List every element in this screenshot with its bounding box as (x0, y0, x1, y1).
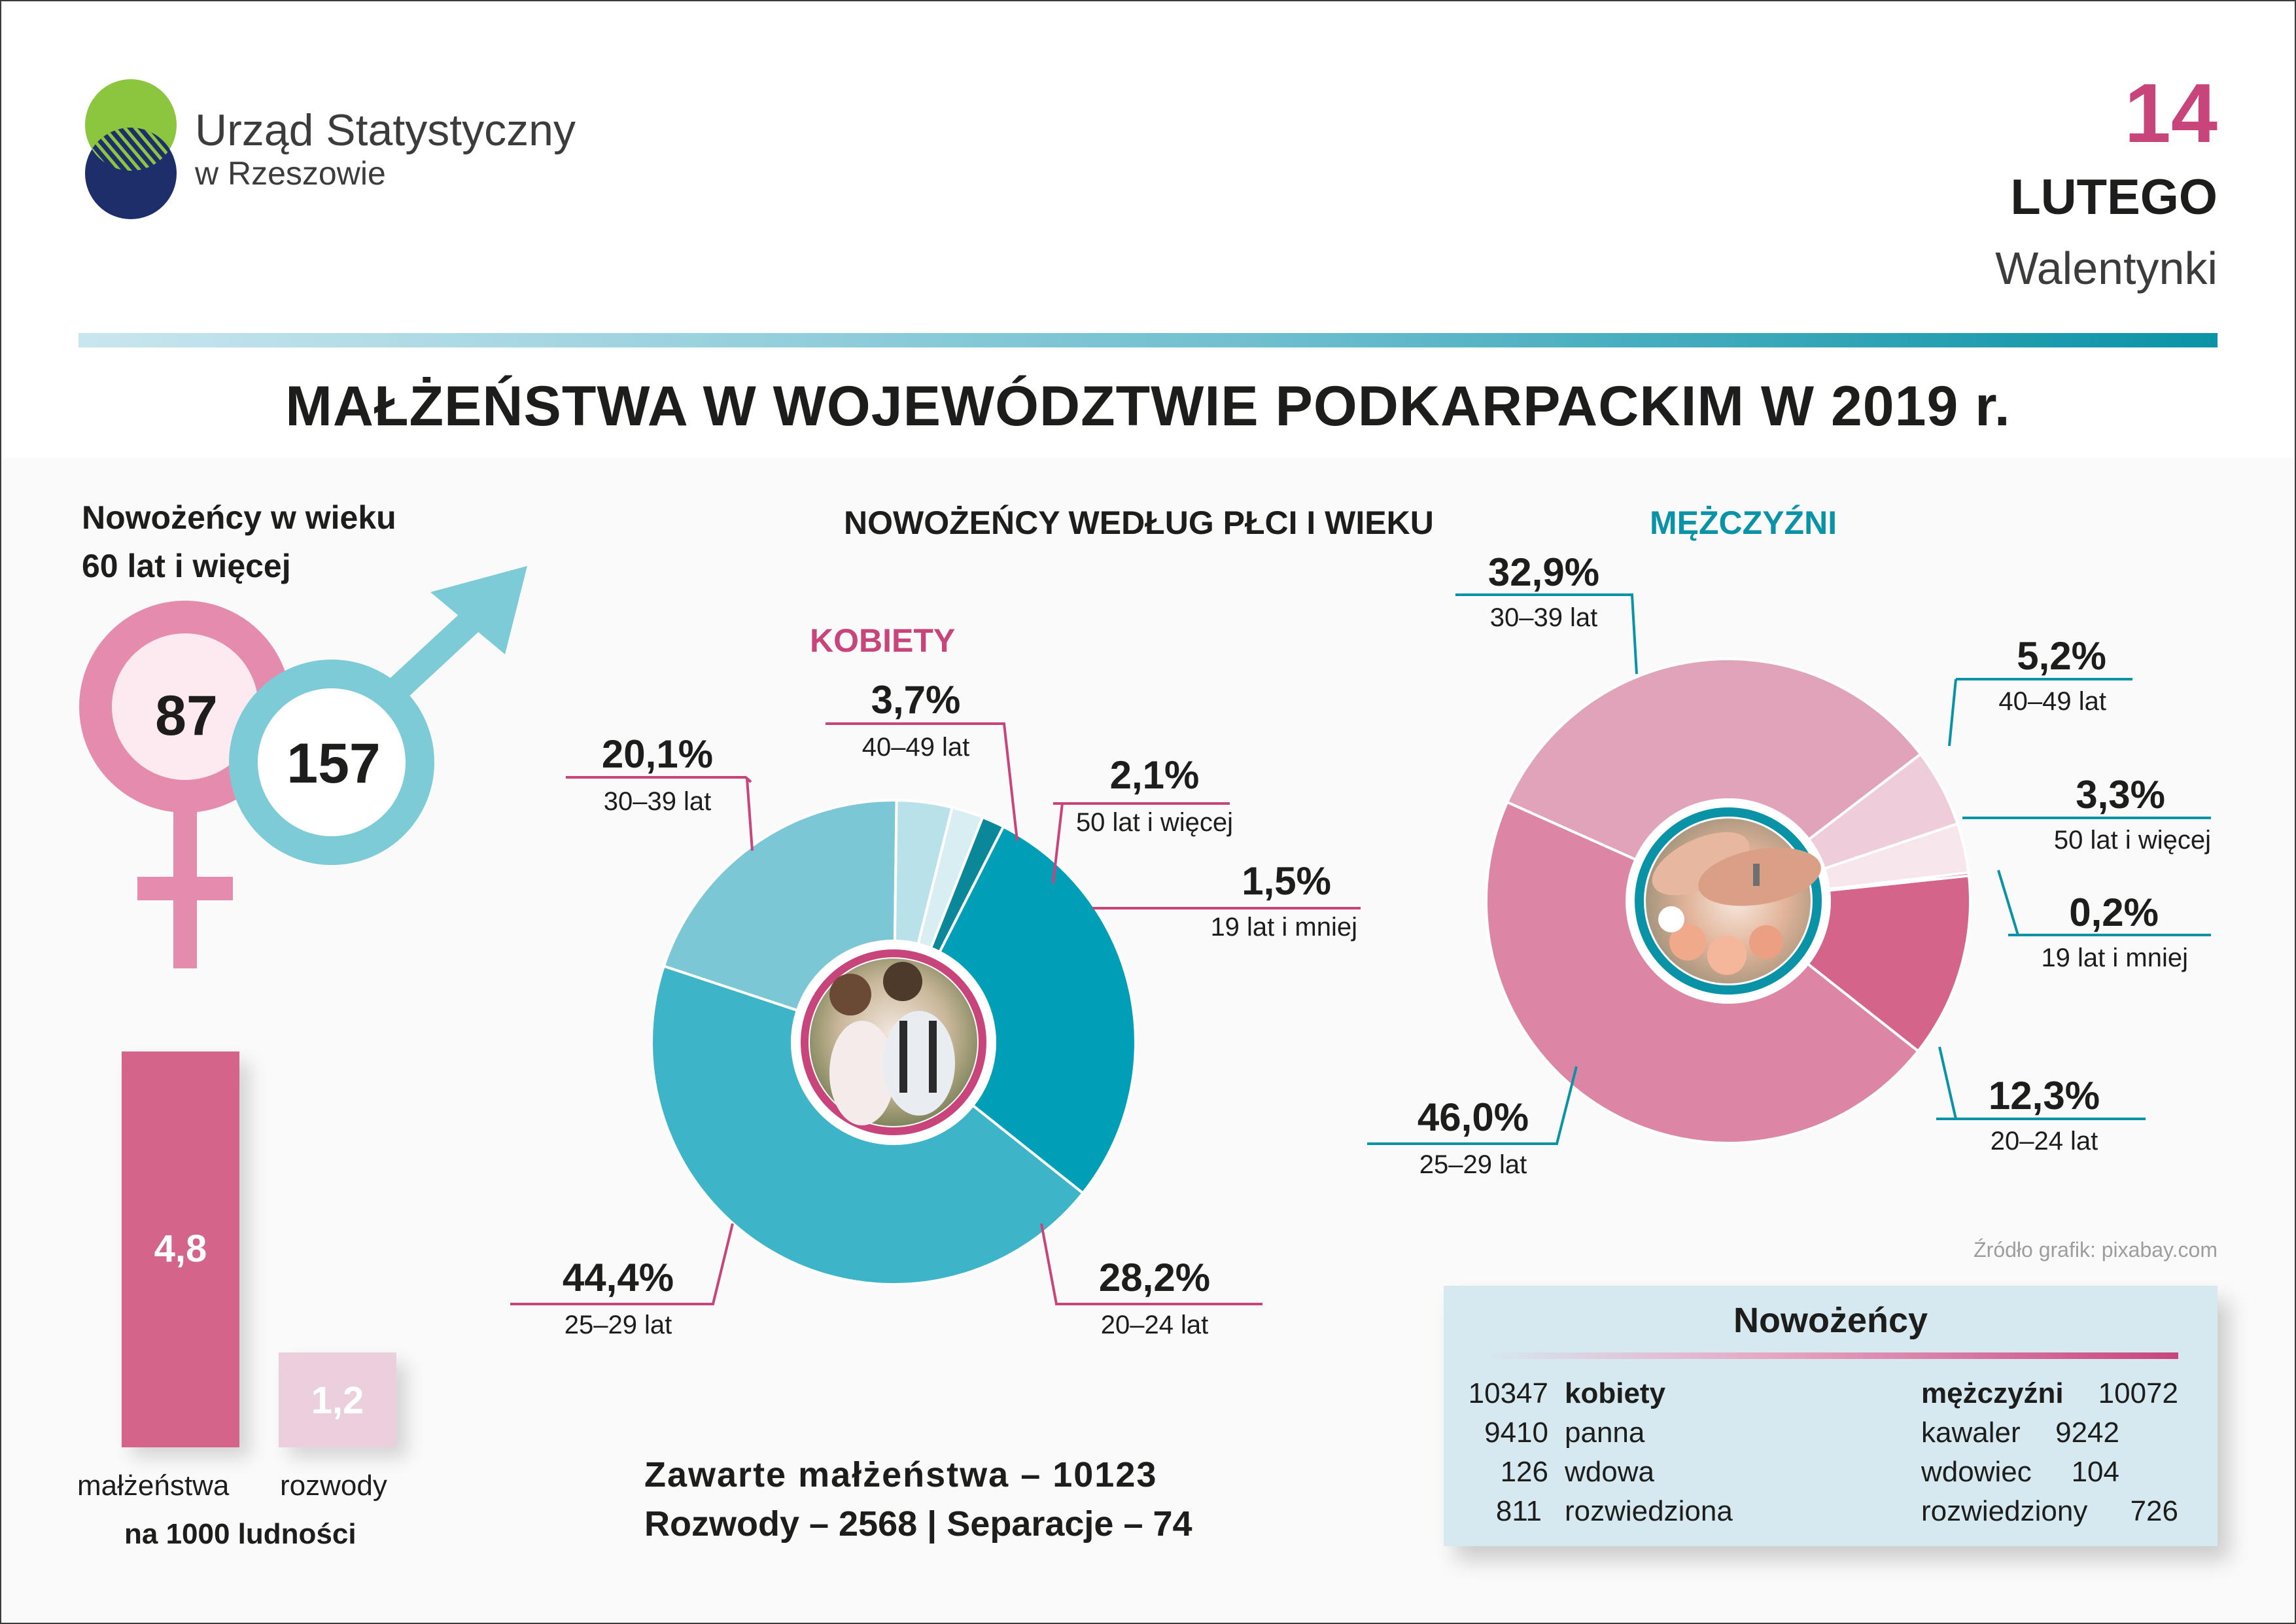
divorces-separations: Rozwody – 2568 | Separacje – 74 (644, 1504, 1192, 1544)
women-label-30-39: 30–39 lat (603, 787, 712, 816)
divorces-rate-bar: 1,2 (279, 1352, 396, 1447)
men-label-20-24: 20–24 lat (1990, 1127, 2098, 1156)
men-label-25-29: 25–29 lat (1419, 1150, 1527, 1179)
men-label-40-49-pct: 5,2% (2017, 634, 2106, 678)
seniors-men-count: 157 (287, 732, 381, 795)
marriages-rate-bar: 4,8 (122, 1051, 239, 1447)
men-widower-label: wdowiec (1921, 1456, 2032, 1488)
seniors-title-line1: Nowożeńcy w wieku (82, 499, 396, 536)
men-divorced-value: 726 (2130, 1495, 2178, 1527)
women-label-50plus-pct: 2,1% (1109, 753, 1200, 797)
women-label-19-pct: 1,5% (1242, 859, 1331, 903)
men-label-20-24-pct: 12,3% (1988, 1074, 2100, 1118)
women-label-20-24: 20–24 lat (1100, 1311, 1209, 1339)
logo-overlap (85, 128, 177, 171)
divorces-rate-value: 1,2 (311, 1379, 364, 1422)
seniors-title-line2: 60 lat i więcej (82, 548, 291, 584)
men-label-50plus-pct: 3,3% (2076, 773, 2165, 817)
seniors-women-count: 87 (155, 684, 218, 747)
marriages-total: Zawarte małżeństwa – 10123 (644, 1455, 1158, 1494)
logo-icon (85, 79, 177, 219)
header-divider (78, 333, 2218, 347)
women-maiden-label: panna (1565, 1417, 1645, 1449)
men-label-19-pct: 0,2% (2069, 891, 2159, 934)
source-note: Źródło grafik: pixabay.com (1974, 1238, 2218, 1262)
women-label-25-29-pct: 44,4% (562, 1256, 674, 1299)
org-name: Urząd Statystyczny (195, 105, 576, 155)
men-chart-title: MĘŻCZYŹNI (1650, 504, 1837, 541)
men-total-value: 10072 (2098, 1377, 2178, 1409)
women-label-25-29: 25–29 lat (564, 1311, 672, 1339)
date-month: LUTEGO (2010, 169, 2218, 225)
women-divorced-value: 811 (1495, 1495, 1542, 1527)
women-widow-label: wdowa (1565, 1456, 1654, 1488)
newlyweds-title: Nowożeńcy (1733, 1301, 1928, 1340)
org-city: w Rzeszowie (195, 155, 386, 192)
men-label-19: 19 lat i mniej (2041, 944, 2188, 972)
women-widow-value: 126 (1500, 1456, 1548, 1488)
male-icon (229, 566, 527, 865)
men-label-30-39-pct: 32,9% (1487, 550, 1600, 594)
men-total-label: mężczyźni (1921, 1377, 2064, 1409)
rates-caption: na 1000 ludności (124, 1518, 357, 1550)
women-total-value: 10347 (1468, 1377, 1548, 1409)
men-widower-value: 104 (2071, 1456, 2119, 1488)
marriages-label: małżeństwa (77, 1470, 230, 1502)
women-label-40-49-pct: 3,7% (871, 678, 961, 722)
men-label-25-29-pct: 46,0% (1417, 1095, 1529, 1139)
men-label-40-49: 40–49 lat (1998, 687, 2106, 716)
date-day: 14 (2124, 67, 2218, 160)
newlyweds-divider (1483, 1352, 2178, 1359)
men-bachelor-label: kawaler (1921, 1417, 2021, 1449)
women-label-50plus: 50 lat i więcej (1075, 808, 1234, 837)
women-maiden-value: 9410 (1484, 1417, 1548, 1449)
donuts-title: NOWOŻEŃCY WEDŁUG PŁCI I WIEKU (844, 504, 1434, 541)
women-total-label: kobiety (1565, 1377, 1666, 1409)
women-label-19: 19 lat i mniej (1210, 913, 1357, 942)
women-chart-title: KOBIETY (810, 622, 956, 659)
men-label-30-39: 30–39 lat (1489, 603, 1598, 632)
men-label-50plus: 50 lat i więcej (2053, 826, 2211, 855)
newlyweds-box: Nowożeńcy 10347 kobiety 9410 panna 126 w… (1444, 1286, 2218, 1546)
gender-symbols (79, 566, 527, 968)
women-label-30-39-pct: 20,1% (601, 732, 714, 776)
men-bachelor-value: 9242 (2055, 1417, 2119, 1449)
women-label-40-49: 40–49 lat (861, 733, 970, 762)
holiday-name: Walentynki (1995, 243, 2218, 294)
women-label-20-24-pct: 28,2% (1098, 1256, 1211, 1299)
men-divorced-label: rozwiedziony (1921, 1495, 2088, 1527)
header-band (0, 0, 2296, 458)
women-divorced-label: rozwiedziona (1565, 1495, 1733, 1527)
divorces-label: rozwody (280, 1470, 387, 1502)
marriages-rate-value: 4,8 (154, 1227, 207, 1270)
page-title: MAŁŻEŃSTWA W WOJEWÓDZTWIE PODKARPACKIM W… (285, 375, 2011, 438)
